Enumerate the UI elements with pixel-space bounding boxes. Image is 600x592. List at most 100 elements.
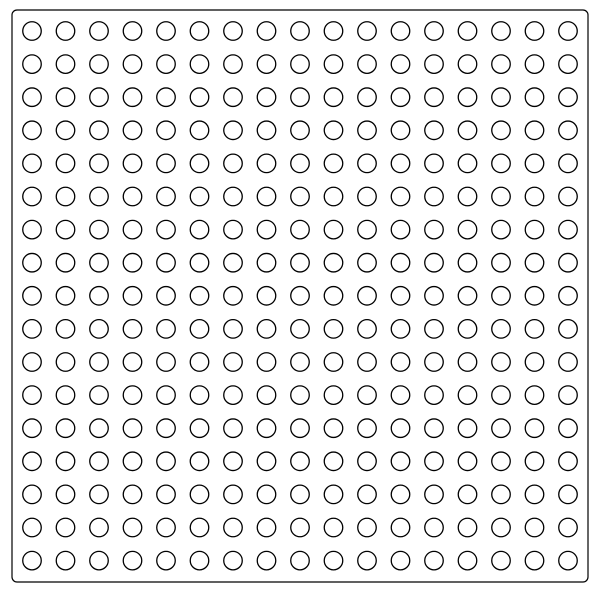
- hole: [358, 253, 377, 272]
- hole: [525, 485, 544, 504]
- hole: [157, 386, 176, 405]
- hole: [90, 187, 109, 206]
- hole: [391, 121, 410, 140]
- hole: [425, 419, 444, 438]
- hole: [157, 452, 176, 471]
- hole: [425, 320, 444, 339]
- hole: [23, 320, 42, 339]
- hole: [291, 551, 310, 570]
- hole: [23, 154, 42, 173]
- hole: [157, 518, 176, 537]
- hole: [224, 187, 243, 206]
- hole: [525, 220, 544, 239]
- hole: [324, 154, 343, 173]
- hole: [23, 22, 42, 41]
- hole: [90, 320, 109, 339]
- hole: [157, 22, 176, 41]
- hole-grid: [23, 22, 578, 570]
- hole: [358, 22, 377, 41]
- hole: [425, 353, 444, 372]
- hole: [257, 518, 276, 537]
- hole: [90, 353, 109, 372]
- hole: [525, 353, 544, 372]
- hole: [358, 485, 377, 504]
- hole: [425, 551, 444, 570]
- hole: [358, 386, 377, 405]
- hole: [358, 154, 377, 173]
- hole: [123, 22, 142, 41]
- hole: [90, 88, 109, 107]
- hole: [190, 88, 209, 107]
- perforated-panel: [0, 0, 600, 592]
- hole: [391, 485, 410, 504]
- hole: [257, 485, 276, 504]
- hole: [324, 22, 343, 41]
- hole: [90, 154, 109, 173]
- hole: [324, 452, 343, 471]
- hole: [90, 386, 109, 405]
- hole: [157, 220, 176, 239]
- hole: [324, 187, 343, 206]
- hole: [157, 419, 176, 438]
- hole: [492, 320, 511, 339]
- hole: [190, 55, 209, 74]
- hole: [56, 187, 75, 206]
- hole: [291, 187, 310, 206]
- hole: [56, 287, 75, 306]
- hole: [56, 452, 75, 471]
- hole: [525, 121, 544, 140]
- hole: [56, 220, 75, 239]
- hole: [358, 55, 377, 74]
- hole: [525, 452, 544, 471]
- hole: [23, 253, 42, 272]
- hole: [425, 518, 444, 537]
- hole: [458, 551, 477, 570]
- hole: [123, 287, 142, 306]
- hole: [425, 452, 444, 471]
- hole: [425, 88, 444, 107]
- hole: [559, 320, 578, 339]
- hole: [291, 253, 310, 272]
- hole: [458, 220, 477, 239]
- hole: [492, 22, 511, 41]
- hole: [559, 452, 578, 471]
- hole: [559, 386, 578, 405]
- hole: [157, 55, 176, 74]
- hole: [224, 287, 243, 306]
- hole: [391, 154, 410, 173]
- hole: [224, 320, 243, 339]
- hole: [458, 353, 477, 372]
- hole: [257, 419, 276, 438]
- hole: [324, 551, 343, 570]
- hole: [324, 55, 343, 74]
- hole: [23, 485, 42, 504]
- hole: [425, 220, 444, 239]
- hole: [190, 154, 209, 173]
- hole: [525, 253, 544, 272]
- hole: [224, 452, 243, 471]
- hole: [157, 187, 176, 206]
- hole: [492, 353, 511, 372]
- hole: [190, 287, 209, 306]
- hole: [56, 88, 75, 107]
- hole: [123, 485, 142, 504]
- hole: [90, 551, 109, 570]
- hole: [224, 353, 243, 372]
- hole: [157, 320, 176, 339]
- hole: [425, 55, 444, 74]
- hole: [190, 518, 209, 537]
- hole: [90, 419, 109, 438]
- hole: [525, 55, 544, 74]
- hole: [492, 485, 511, 504]
- hole: [123, 187, 142, 206]
- hole: [559, 121, 578, 140]
- hole: [224, 154, 243, 173]
- hole: [391, 551, 410, 570]
- hole: [224, 485, 243, 504]
- hole: [90, 253, 109, 272]
- hole: [559, 88, 578, 107]
- hole: [291, 353, 310, 372]
- hole: [291, 518, 310, 537]
- hole: [224, 220, 243, 239]
- hole: [458, 22, 477, 41]
